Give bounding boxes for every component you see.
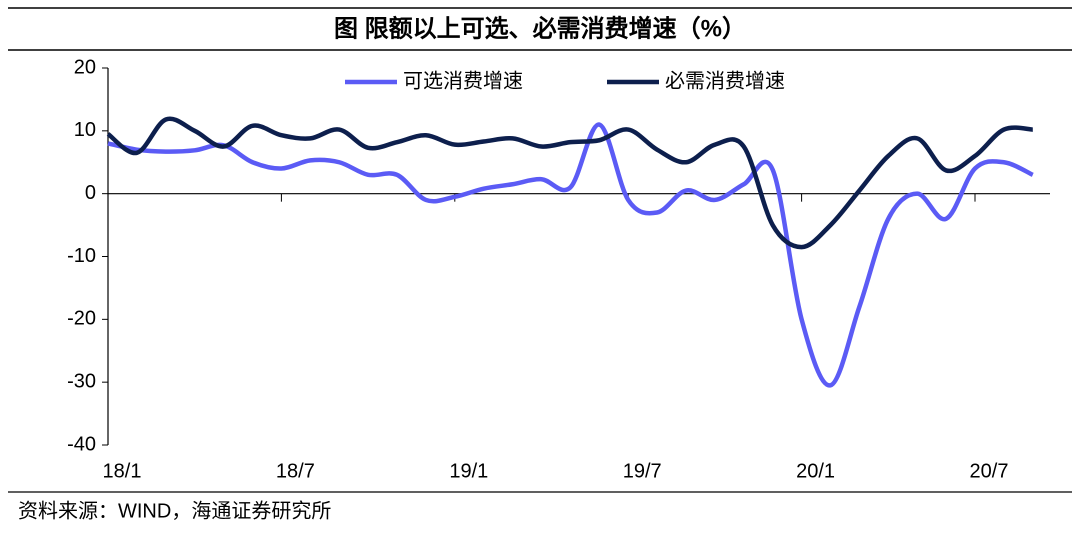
legend-label: 可选消费增速 (403, 69, 523, 92)
x-tick-label: 19/1 (449, 460, 488, 482)
x-tick-label: 20/7 (970, 460, 1009, 482)
chart-title: 图 限额以上可选、必需消费增速（%） (334, 14, 746, 42)
y-tick-label: -10 (67, 245, 96, 267)
series-line (106, 116, 1033, 250)
y-tick-label: -20 (67, 308, 96, 330)
y-tick-label: -30 (67, 370, 96, 392)
y-tick-label: 10 (74, 119, 96, 141)
source-note: 资料来源：WIND，海通证券研究所 (18, 499, 331, 522)
y-tick-label: -40 (67, 433, 96, 455)
x-tick-label: 18/7 (276, 460, 315, 482)
y-tick-label: 0 (85, 182, 96, 204)
x-tick-label: 20/1 (796, 460, 835, 482)
y-tick-label: 20 (74, 56, 96, 78)
series-line (107, 122, 1034, 388)
legend-label: 必需消费增速 (665, 69, 785, 92)
x-tick-label: 19/7 (623, 460, 662, 482)
x-tick-label: 18/1 (103, 460, 142, 482)
